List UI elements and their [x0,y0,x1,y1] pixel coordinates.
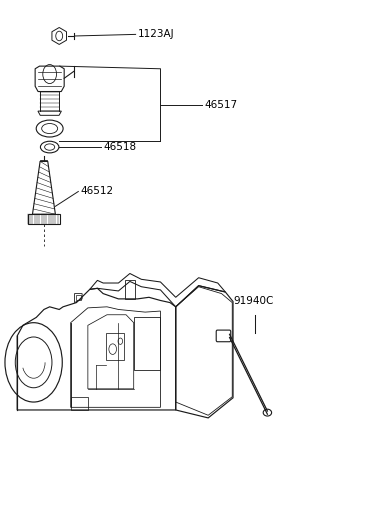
Text: 46517: 46517 [204,100,238,110]
Text: 1123AJ: 1123AJ [138,30,174,39]
Text: 91940C: 91940C [233,296,274,306]
Text: 46512: 46512 [80,187,113,196]
Text: 46518: 46518 [103,142,136,152]
